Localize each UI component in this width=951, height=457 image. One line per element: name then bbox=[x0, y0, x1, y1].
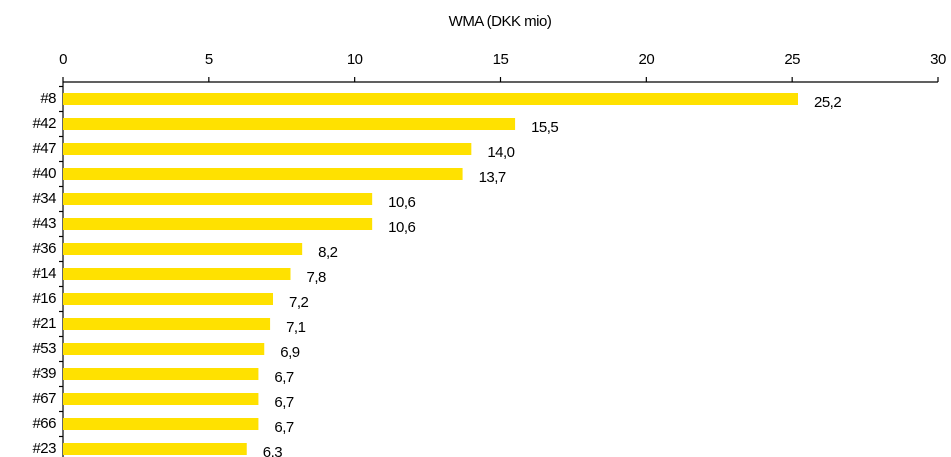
x-tick-label: 20 bbox=[638, 51, 654, 68]
bar bbox=[63, 193, 373, 205]
value-label: 6,7 bbox=[274, 394, 294, 411]
y-tick-label: #8 bbox=[40, 90, 56, 107]
bar bbox=[63, 168, 463, 180]
bar bbox=[63, 343, 265, 355]
y-tick-label: #47 bbox=[32, 140, 56, 157]
bar bbox=[63, 293, 273, 305]
y-tick-label: #43 bbox=[32, 215, 56, 232]
x-tick-label: 15 bbox=[493, 51, 509, 68]
bar bbox=[63, 218, 373, 230]
value-label: 25,2 bbox=[814, 94, 841, 111]
x-tick-label: 0 bbox=[59, 51, 67, 68]
y-tick-label: #40 bbox=[32, 165, 56, 182]
y-tick-label: #53 bbox=[32, 340, 56, 357]
y-tick-label: #42 bbox=[32, 115, 56, 132]
value-label: 10,6 bbox=[388, 194, 415, 211]
y-tick-label: #34 bbox=[32, 190, 56, 207]
x-tick-label: 30 bbox=[930, 51, 946, 68]
bar bbox=[63, 368, 259, 380]
value-label: 6,9 bbox=[280, 344, 300, 361]
y-tick-label: #36 bbox=[32, 240, 56, 257]
x-tick-label: 10 bbox=[347, 51, 363, 68]
bar bbox=[63, 93, 798, 105]
bar bbox=[63, 393, 259, 405]
y-tick-label: #67 bbox=[32, 390, 56, 407]
y-tick-label: #21 bbox=[32, 315, 56, 332]
bar bbox=[63, 418, 259, 430]
value-label: 10,6 bbox=[388, 219, 415, 236]
y-tick-label: #66 bbox=[32, 415, 56, 432]
bar bbox=[63, 268, 291, 280]
value-label: 6,7 bbox=[274, 369, 294, 386]
value-label: 13,7 bbox=[479, 169, 506, 186]
y-tick-label: #23 bbox=[32, 440, 56, 457]
y-tick-label: #16 bbox=[32, 290, 56, 307]
x-tick-label: 5 bbox=[205, 51, 213, 68]
bar bbox=[63, 318, 271, 330]
value-label: 7,1 bbox=[286, 319, 306, 336]
value-label: 6,7 bbox=[274, 419, 294, 436]
y-tick-label: #14 bbox=[32, 265, 56, 282]
x-tick-label: 25 bbox=[784, 51, 800, 68]
bar bbox=[63, 243, 303, 255]
y-tick-label: #39 bbox=[32, 365, 56, 382]
value-label: 8,2 bbox=[318, 244, 338, 261]
value-label: 6,3 bbox=[263, 444, 283, 457]
value-label: 15,5 bbox=[531, 119, 558, 136]
bar bbox=[63, 143, 472, 155]
axis-title: WMA (DKK mio) bbox=[449, 13, 552, 30]
bar bbox=[63, 118, 516, 130]
value-label: 14,0 bbox=[487, 144, 514, 161]
value-label: 7,2 bbox=[289, 294, 309, 311]
bar bbox=[63, 443, 247, 455]
value-label: 7,8 bbox=[307, 269, 327, 286]
